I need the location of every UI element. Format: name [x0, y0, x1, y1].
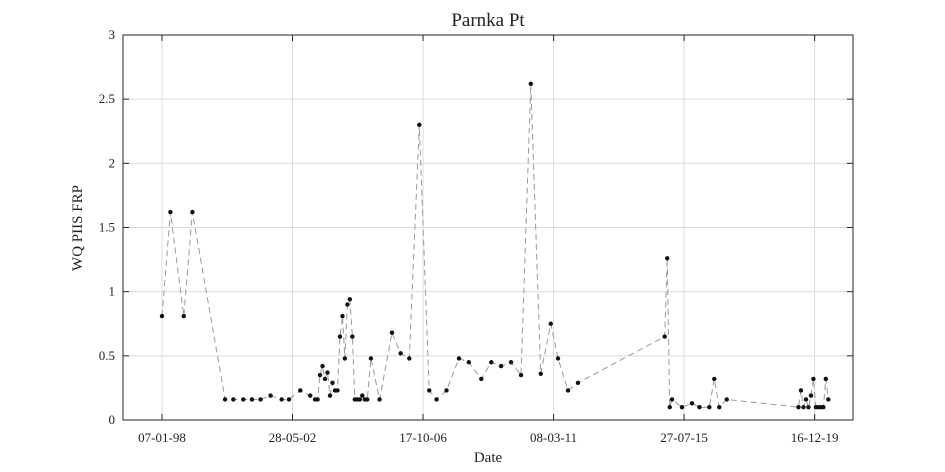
- data-point: [249, 397, 255, 402]
- data-point: [330, 380, 335, 385]
- y-axis-label: WQ PIIS FRP: [70, 185, 86, 271]
- data-point: [689, 401, 695, 406]
- y-tick-label: 1.5: [99, 220, 115, 235]
- x-tick-label: 07-01-98: [138, 430, 186, 445]
- y-tick-label: 2.5: [99, 91, 115, 106]
- y-tick-label: 0.5: [99, 348, 115, 363]
- x-axis-label: Date: [474, 450, 503, 466]
- data-point: [456, 356, 462, 361]
- data-point: [717, 404, 722, 410]
- series-line-group: [161, 83, 829, 410]
- data-point: [231, 397, 236, 402]
- data-point: [350, 334, 355, 339]
- y-tick-labels: 0 0.5 1 1.5 2 2.5 3: [99, 27, 115, 427]
- data-point: [662, 334, 667, 339]
- tick-marks: [123, 34, 853, 421]
- data-point: [823, 376, 828, 382]
- data-point: [707, 404, 712, 410]
- data-point: [518, 372, 524, 378]
- data-point: [168, 209, 173, 215]
- data-point: [555, 356, 561, 361]
- data-point: [528, 81, 533, 86]
- data-point: [427, 388, 432, 393]
- data-point: [575, 380, 581, 385]
- data-point: [327, 393, 333, 398]
- data-point: [286, 397, 292, 402]
- x-tick-label: 28-05-02: [269, 430, 317, 445]
- data-point: [357, 397, 363, 402]
- data-point: [821, 404, 826, 410]
- x-tick-labels: 07-01-98 28-05-02 17-10-06 08-03-11 27-07-15…: [138, 430, 838, 445]
- data-point: [315, 397, 320, 402]
- grid: [123, 34, 853, 421]
- data-point: [159, 313, 165, 319]
- data-point: [322, 376, 328, 382]
- series-line: [161, 83, 829, 410]
- data-point: [444, 388, 449, 393]
- data-point: [434, 397, 439, 402]
- data-point: [811, 376, 816, 382]
- data-point: [335, 388, 340, 393]
- data-point: [340, 313, 345, 319]
- data-point: [724, 397, 729, 402]
- data-point: [801, 404, 806, 410]
- data-point: [407, 356, 412, 361]
- data-point: [337, 334, 343, 339]
- data-point: [325, 370, 330, 375]
- data-point: [345, 302, 350, 307]
- y-tick-label: 1: [109, 284, 116, 299]
- data-point: [389, 330, 395, 335]
- data-point: [466, 360, 472, 365]
- data-point: [548, 321, 553, 326]
- data-point: [398, 351, 403, 356]
- data-point: [222, 397, 228, 402]
- data-point: [317, 372, 323, 378]
- data-point: [697, 404, 702, 410]
- data-point: [298, 388, 303, 393]
- data-point: [565, 388, 571, 393]
- data-point: [667, 404, 672, 410]
- data-point: [796, 404, 801, 410]
- x-tick-label: 27-07-15: [660, 430, 708, 445]
- data-point: [347, 297, 353, 302]
- data-point: [241, 397, 246, 402]
- data-point: [377, 397, 382, 402]
- y-tick-label: 2: [109, 155, 116, 170]
- data-point: [181, 313, 186, 319]
- data-point: [508, 360, 514, 365]
- data-point: [479, 376, 484, 382]
- data-points: [159, 81, 831, 410]
- data-point: [669, 397, 675, 402]
- data-point: [808, 393, 814, 398]
- data-point: [798, 388, 804, 393]
- data-point: [803, 397, 809, 402]
- x-tick-label: 08-03-11: [530, 430, 577, 445]
- data-point: [498, 363, 504, 369]
- data-point: [342, 356, 348, 361]
- x-tick-label: 17-10-06: [399, 430, 447, 445]
- data-point: [360, 393, 365, 398]
- data-point: [258, 397, 263, 402]
- y-tick-label: 0: [109, 412, 116, 427]
- data-point: [538, 371, 543, 376]
- data-point: [489, 360, 494, 365]
- x-tick-label: 16-12-19: [791, 430, 839, 445]
- data-point: [308, 393, 313, 398]
- data-point: [679, 404, 685, 410]
- data-point: [712, 376, 717, 382]
- data-point: [190, 209, 195, 215]
- data-point: [320, 363, 325, 369]
- data-point: [665, 256, 670, 261]
- data-point: [268, 393, 273, 398]
- data-point: [279, 397, 284, 402]
- y-tick-label: 3: [109, 27, 116, 42]
- data-point: [368, 356, 374, 361]
- data-point: [417, 122, 422, 128]
- chart-title: Parnka Pt: [451, 10, 525, 31]
- data-point: [806, 404, 811, 410]
- data-point: [826, 397, 831, 402]
- data-point: [365, 397, 370, 402]
